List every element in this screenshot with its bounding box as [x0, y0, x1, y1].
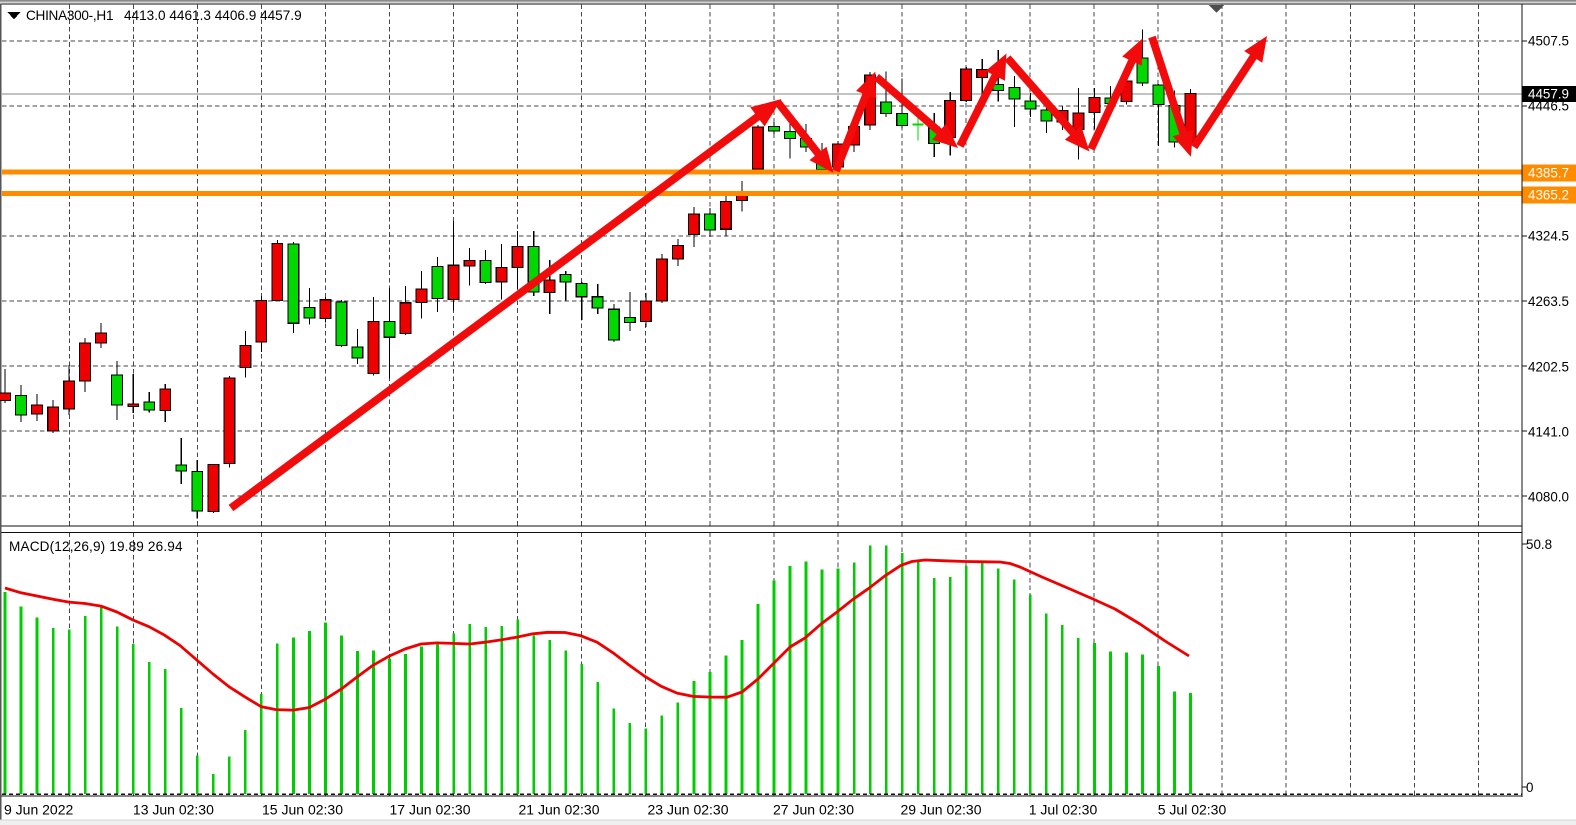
svg-text:9 Jun 2022: 9 Jun 2022 [4, 802, 73, 818]
svg-text:21 Jun 02:30: 21 Jun 02:30 [519, 802, 600, 818]
svg-text:4365.2: 4365.2 [1528, 188, 1569, 203]
svg-text:5 Jul 02:30: 5 Jul 02:30 [1158, 802, 1227, 818]
svg-text:CHINA300-,H1: CHINA300-,H1 [26, 8, 114, 23]
svg-text:4080.0: 4080.0 [1528, 490, 1569, 505]
svg-text:4413.0 4461.3 4406.9 4457.9: 4413.0 4461.3 4406.9 4457.9 [124, 8, 302, 23]
svg-text:4324.5: 4324.5 [1528, 229, 1569, 244]
svg-text:MACD(12,26,9) 19.89 26.94: MACD(12,26,9) 19.89 26.94 [9, 539, 183, 554]
svg-text:0: 0 [1526, 780, 1533, 795]
svg-text:4141.0: 4141.0 [1528, 425, 1569, 440]
svg-text:29 Jun 02:30: 29 Jun 02:30 [901, 802, 982, 818]
svg-text:4385.7: 4385.7 [1528, 166, 1569, 181]
svg-text:1 Jul 02:30: 1 Jul 02:30 [1029, 802, 1098, 818]
svg-text:17 Jun 02:30: 17 Jun 02:30 [390, 802, 471, 818]
svg-text:13 Jun 02:30: 13 Jun 02:30 [133, 802, 214, 818]
svg-text:27 Jun 02:30: 27 Jun 02:30 [773, 802, 854, 818]
svg-text:4263.5: 4263.5 [1528, 294, 1569, 309]
svg-text:50.8: 50.8 [1526, 537, 1552, 552]
svg-text:4446.5: 4446.5 [1528, 99, 1569, 114]
svg-text:4457.9: 4457.9 [1528, 87, 1569, 102]
svg-text:15 Jun 02:30: 15 Jun 02:30 [262, 802, 343, 818]
svg-text:4202.5: 4202.5 [1528, 360, 1569, 375]
svg-text:23 Jun 02:30: 23 Jun 02:30 [648, 802, 729, 818]
svg-text:4507.5: 4507.5 [1528, 34, 1569, 49]
